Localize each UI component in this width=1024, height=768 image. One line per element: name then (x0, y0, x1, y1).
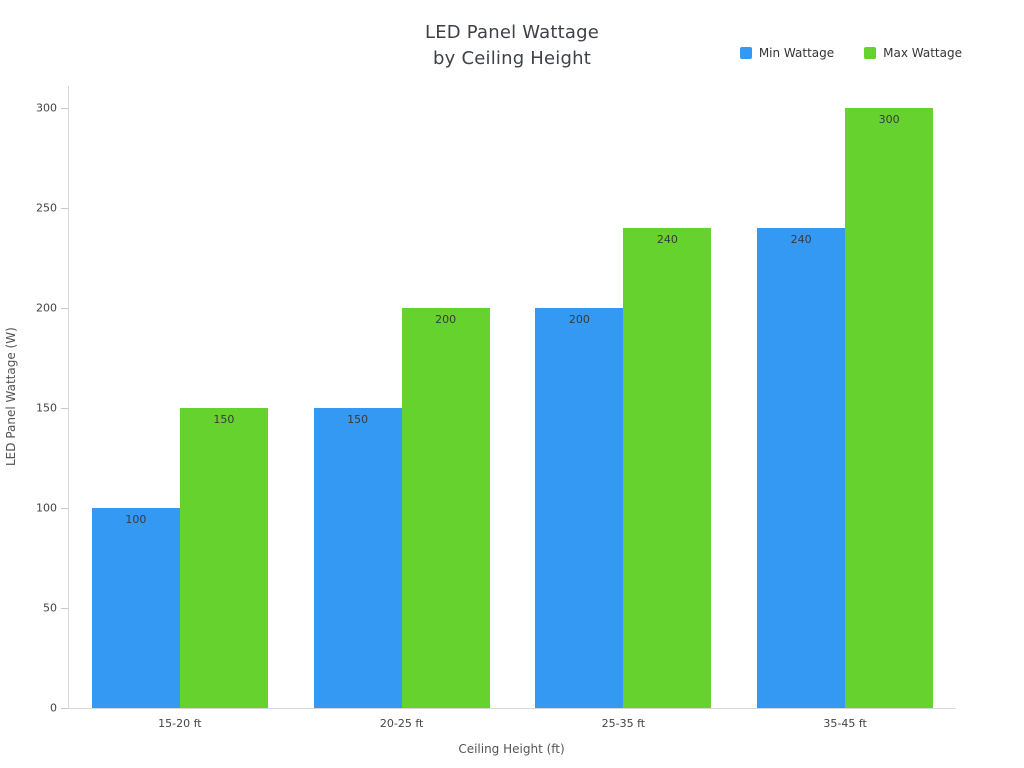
y-tick-label: 150 (36, 401, 57, 415)
legend-item-min-wattage[interactable]: Min Wattage (739, 46, 835, 60)
legend-label: Max Wattage (883, 46, 962, 60)
y-tick-mark (61, 607, 68, 609)
bar-min-wattage-35-45-ft: 240 (757, 228, 846, 708)
bar-group-15-20-ft: 100 150 (69, 408, 291, 708)
legend: Min Wattage Max Wattage (739, 46, 962, 60)
y-tick-label: 0 (50, 701, 57, 715)
bar-value-label: 200 (568, 313, 590, 326)
bar-max-wattage-25-35-ft: 240 (623, 228, 712, 708)
y-tick-mark (61, 507, 68, 509)
plot-area: 0 50 100 150 200 250 300 100 150 15-20 ft 150 200 20… (36, 86, 956, 730)
y-axis-title: LED Panel Wattage (W) (4, 327, 18, 467)
x-tick-label-25-35-ft: 25-35 ft (601, 717, 646, 730)
bar-max-wattage-35-45-ft: 300 (845, 108, 934, 708)
x-tick-label-35-45-ft: 35-45 ft (823, 717, 867, 730)
bar-max-wattage-20-25-ft: 200 (401, 308, 490, 708)
chart-title-line1: LED Panel Wattage (425, 22, 599, 43)
bar-value-label: 150 (347, 413, 369, 426)
y-tick-mark (61, 107, 68, 109)
legend-swatch-icon (739, 47, 752, 59)
y-tick-label: 250 (36, 201, 57, 215)
bar-value-label: 240 (790, 233, 812, 246)
y-tick-label: 200 (36, 301, 57, 315)
y-tick-label: 50 (43, 601, 57, 615)
chart-title-line2: by Ceiling Height (433, 48, 591, 69)
bar-group-20-25-ft: 150 200 (291, 308, 513, 708)
y-tick-mark (61, 207, 68, 209)
y-tick-label: 100 (36, 501, 57, 515)
y-tick-mark (61, 307, 68, 309)
bar-value-label: 150 (213, 413, 235, 426)
y-tick-label: 300 (36, 101, 57, 115)
bar-value-label: 240 (656, 233, 678, 246)
chart-title: LED Panel Wattage by Ceiling Height (0, 20, 1024, 72)
legend-label: Min Wattage (758, 46, 835, 60)
bar-min-wattage-25-35-ft: 200 (535, 308, 624, 708)
bar-max-wattage-15-20-ft: 150 (179, 408, 268, 708)
bar-min-wattage-15-20-ft: 100 (91, 508, 180, 708)
bar-value-label: 300 (878, 113, 900, 126)
y-tick-mark (61, 707, 68, 709)
bar-value-label: 200 (435, 313, 457, 326)
bar-group-25-35-ft: 200 240 (513, 228, 735, 708)
x-tick-label-20-25-ft: 20-25 ft (379, 717, 424, 730)
x-axis-title: Ceiling Height (ft) (458, 742, 565, 756)
legend-item-max-wattage[interactable]: Max Wattage (864, 46, 962, 60)
bar-value-label: 100 (125, 513, 147, 526)
bar-min-wattage-20-25-ft: 150 (313, 408, 402, 708)
bar-group-35-45-ft: 240 300 (734, 108, 956, 708)
legend-swatch-icon (864, 47, 877, 59)
y-tick-mark (61, 407, 68, 409)
x-tick-label-15-20-ft: 15-20 ft (158, 717, 202, 730)
